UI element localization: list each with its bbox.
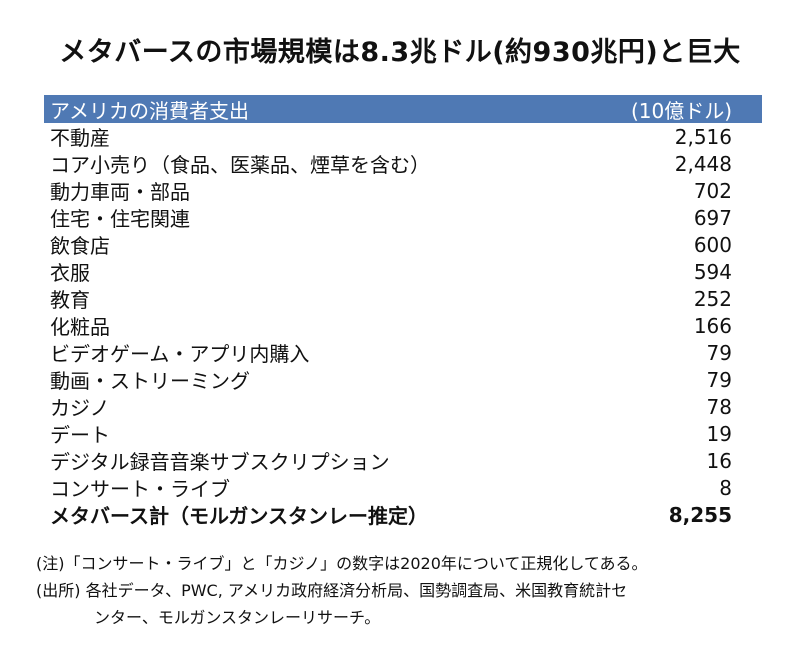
footnotes: (注)「コンサート・ライブ」と「カジノ」の数字は2020年について正規化してある… (36, 550, 776, 631)
row-label: 化粧品 (50, 315, 110, 339)
table-row: デート 19 (44, 420, 762, 448)
row-value: 697 (693, 205, 732, 230)
table-row: カジノ 78 (44, 393, 762, 421)
page-title: メタバースの市場規模は8.3兆ドル(約930兆円)と巨大 (59, 37, 741, 68)
total-value: 8,255 (668, 502, 732, 527)
table-row: 動力車両・部品 702 (44, 177, 762, 205)
table-row: 教育 252 (44, 285, 762, 313)
spending-table: アメリカの消費者支出 (10億ドル) 不動産 2,516 コア小売り（食品、医薬品、… (44, 95, 762, 528)
table-header: アメリカの消費者支出 (10億ドル) (44, 95, 762, 123)
header-unit: (10億ドル) (630, 98, 732, 123)
table-row: 住宅・住宅関連 697 (44, 204, 762, 232)
table-row: コンサート・ライブ 8 (44, 474, 762, 502)
table-row: デジタル録音音楽サブスクリプション 16 (44, 447, 762, 475)
table-row: コア小売り（食品、医薬品、煙草を含む） 2,448 (44, 150, 762, 178)
table-row: 動画・ストリーミング 79 (44, 366, 762, 394)
source-text: (出所) 各社データ、PWC, アメリカ政府経済分析局、国勢調査局、米国教育統計… (36, 581, 628, 600)
row-value: 702 (693, 178, 732, 203)
row-label: デジタル録音音楽サブスクリプション (50, 450, 390, 474)
table-row: ビデオゲーム・アプリ内購入 79 (44, 339, 762, 367)
row-value: 78 (706, 394, 732, 419)
table-total-row: メタバース計（モルガンスタンレー推定） 8,255 (44, 501, 762, 529)
row-value: 19 (706, 421, 732, 446)
row-value: 79 (706, 340, 732, 365)
row-label: デート (50, 423, 110, 447)
table-row: 不動産 2,516 (44, 123, 762, 151)
row-value: 166 (693, 313, 732, 338)
total-label: メタバース計（モルガンスタンレー推定） (50, 504, 428, 528)
row-label: 動画・ストリーミング (50, 369, 250, 393)
table-row: 飲食店 600 (44, 231, 762, 259)
table-row: 化粧品 166 (44, 312, 762, 340)
row-value: 2,516 (674, 124, 732, 149)
row-label: 飲食店 (50, 234, 110, 258)
row-value: 252 (693, 286, 732, 311)
row-value: 79 (706, 367, 732, 392)
row-label: 教育 (50, 288, 90, 312)
row-label: コア小売り（食品、医薬品、煙草を含む） (50, 153, 430, 177)
row-value: 2,448 (674, 151, 732, 176)
row-value: 600 (693, 232, 732, 257)
row-label: 不動産 (50, 126, 110, 150)
row-label: カジノ (50, 396, 110, 420)
header-category: アメリカの消費者支出 (50, 98, 249, 123)
row-value: 594 (693, 259, 732, 284)
row-label: コンサート・ライブ (50, 477, 230, 501)
table-body: 不動産 2,516 コア小売り（食品、医薬品、煙草を含む） 2,448 動力車両・部品 7… (44, 123, 762, 502)
row-label: 衣服 (50, 261, 90, 285)
note-text: (注)「コンサート・ライブ」と「カジノ」の数字は2020年について正規化してある… (36, 554, 648, 573)
source-text-continued: ンター、モルガンスタンレーリサーチ。 (94, 608, 381, 627)
row-label: 動力車両・部品 (50, 180, 190, 204)
row-value: 16 (706, 448, 732, 473)
row-value: 8 (719, 475, 732, 500)
table-row: 衣服 594 (44, 258, 762, 286)
row-label: 住宅・住宅関連 (50, 207, 190, 231)
row-label: ビデオゲーム・アプリ内購入 (50, 342, 310, 366)
